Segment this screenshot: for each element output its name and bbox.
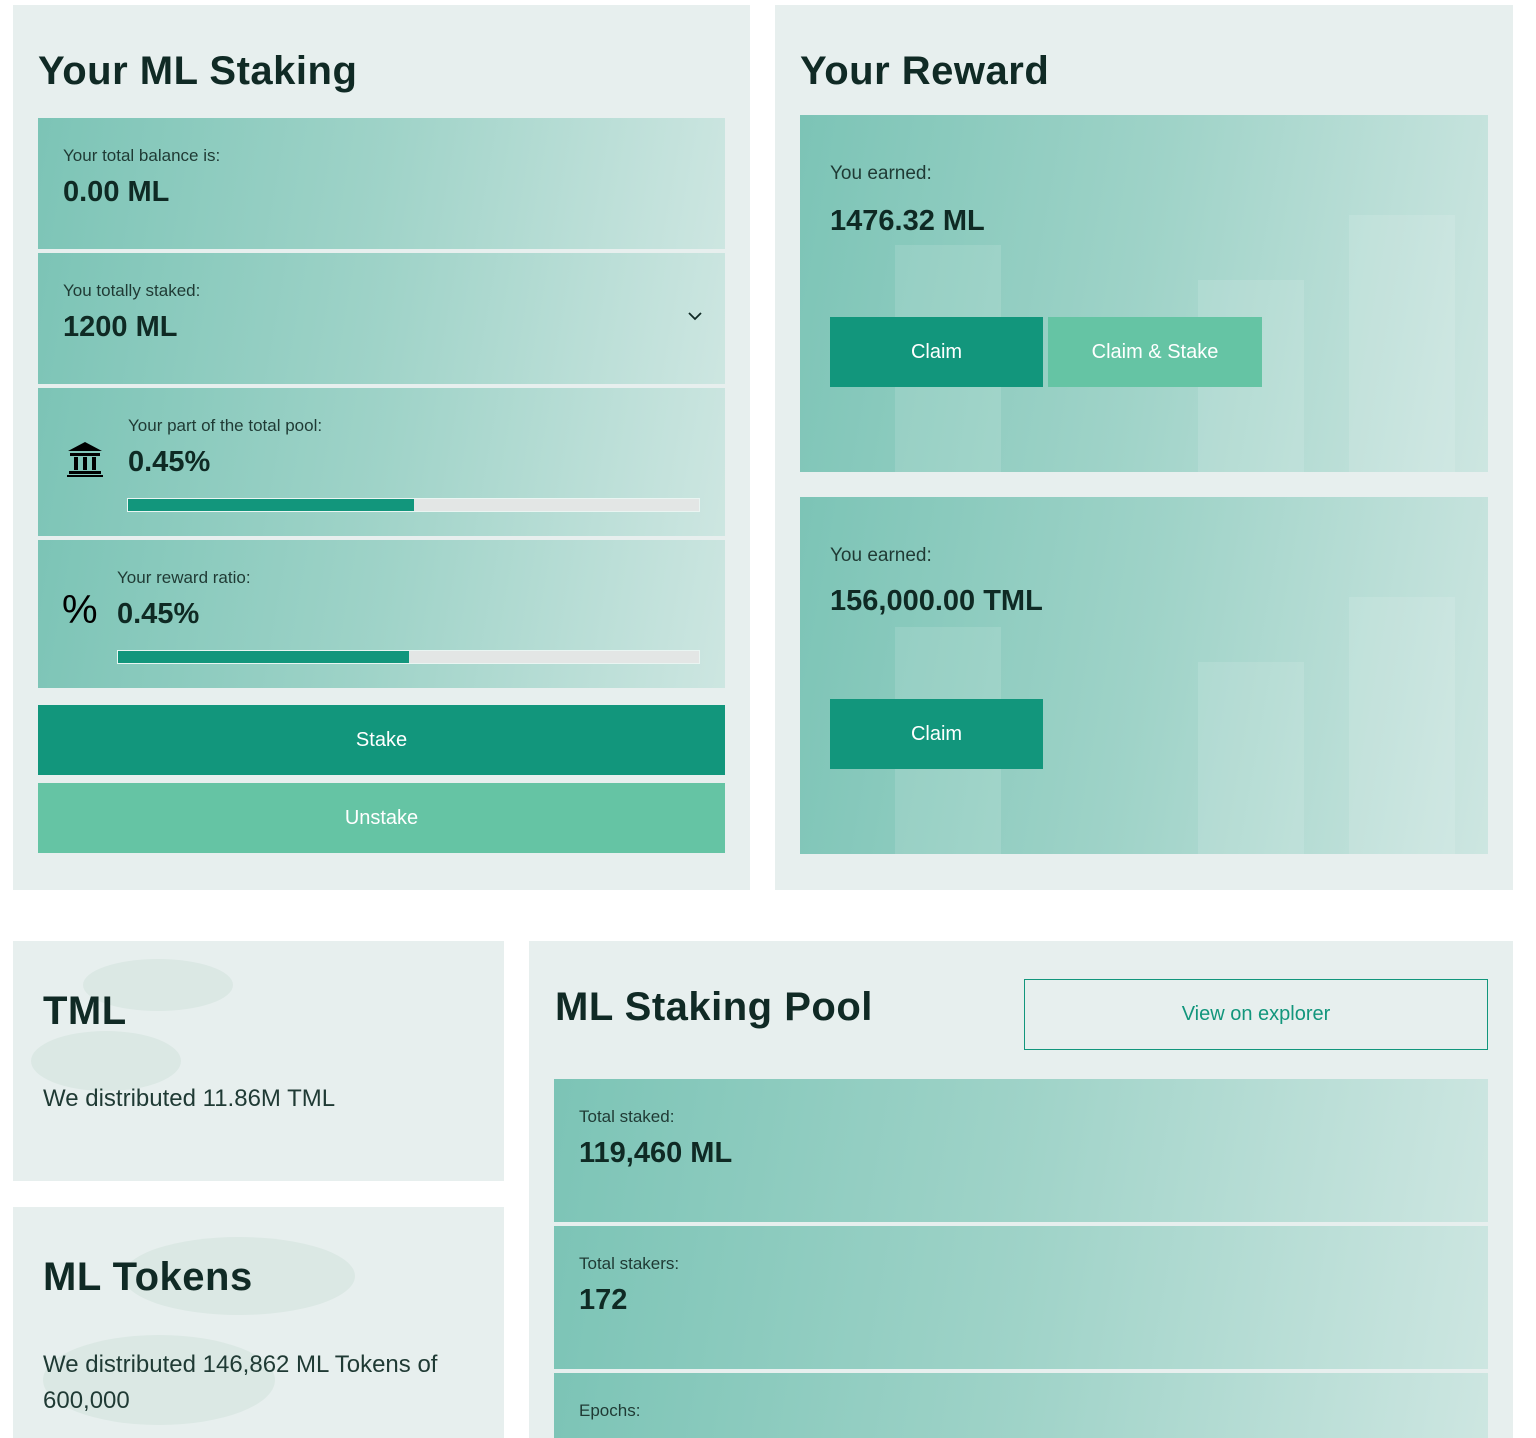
- chevron-down-icon[interactable]: [688, 311, 702, 321]
- balance-label: Your total balance is:: [63, 146, 221, 165]
- tml-title: TML: [43, 989, 127, 1033]
- total-stakers-value: 172: [579, 1284, 628, 1316]
- ml-tokens-distributed-text: We distributed 146,862 ML Tokens of 600,…: [43, 1351, 438, 1414]
- ml-earned-value: 1476.32 ML: [830, 205, 985, 237]
- total-stakers-tile: Total stakers: 172: [554, 1226, 1488, 1369]
- total-staked-tile: Total staked: 119,460 ML: [554, 1079, 1488, 1222]
- claim-tml-button[interactable]: Claim: [830, 699, 1043, 769]
- coins-icon: [83, 959, 233, 1011]
- reward-ratio-tile: % Your reward ratio: 0.45%: [38, 540, 725, 688]
- claim-ml-button[interactable]: Claim: [830, 317, 1043, 387]
- view-on-explorer-button[interactable]: View on explorer: [1024, 979, 1488, 1050]
- coins-icon: [123, 1237, 355, 1315]
- pool-part-tile: Your part of the total pool: 0.45%: [38, 388, 725, 536]
- unstake-button[interactable]: Unstake: [38, 783, 725, 853]
- tml-panel: TML We distributed 11.86M TML: [13, 941, 504, 1181]
- epochs-label: Epochs:: [579, 1401, 641, 1420]
- reward-ratio-value: 0.45%: [117, 598, 200, 630]
- staked-value: 1200 ML: [63, 311, 178, 343]
- total-stakers-label: Total stakers:: [579, 1254, 680, 1273]
- tml-earned-value: 156,000.00 TML: [830, 585, 1043, 617]
- coins-icon: [43, 1335, 275, 1425]
- ml-tokens-panel: ML Tokens We distributed 146,862 ML Toke…: [13, 1207, 504, 1438]
- chart-bar-decoration: [1349, 215, 1455, 472]
- reward-panel: Your Reward You earned: 1476.32 ML Claim…: [775, 5, 1513, 890]
- pool-part-progress: [127, 498, 700, 512]
- reward-ratio-label: Your reward ratio:: [117, 568, 251, 587]
- balance-value: 0.00 ML: [63, 176, 170, 208]
- pool-title: ML Staking Pool: [555, 985, 873, 1029]
- pool-panel: ML Staking Pool View on explorer Total s…: [529, 941, 1513, 1438]
- pool-part-value: 0.45%: [128, 446, 211, 478]
- balance-tile: Your total balance is: 0.00 ML: [38, 118, 725, 249]
- pool-part-label: Your part of the total pool:: [128, 416, 323, 435]
- tml-reward-tile: You earned: 156,000.00 TML Claim: [800, 497, 1488, 854]
- claim-and-stake-button[interactable]: Claim & Stake: [1048, 317, 1262, 387]
- chart-bar-decoration: [1349, 597, 1455, 854]
- reward-ratio-progress-fill: [118, 651, 409, 663]
- reward-ratio-progress: [117, 650, 700, 664]
- pool-part-progress-fill: [128, 499, 414, 511]
- bank-icon: [67, 442, 103, 477]
- staked-label: You totally staked:: [63, 281, 201, 300]
- stake-button[interactable]: Stake: [38, 705, 725, 775]
- reward-title: Your Reward: [800, 49, 1050, 93]
- total-staked-label: Total staked:: [579, 1107, 675, 1126]
- coins-icon: [31, 1031, 181, 1091]
- staking-panel: Your ML Staking Your total balance is: 0…: [13, 5, 750, 890]
- ml-reward-tile: You earned: 1476.32 ML Claim Claim & Sta…: [800, 115, 1488, 472]
- staked-tile[interactable]: You totally staked: 1200 ML: [38, 253, 725, 384]
- ml-earned-label: You earned:: [830, 163, 932, 184]
- chart-bar-decoration: [1198, 662, 1304, 854]
- ml-tokens-title: ML Tokens: [43, 1255, 253, 1299]
- tml-earned-label: You earned:: [830, 545, 932, 566]
- total-staked-value: 119,460 ML: [579, 1137, 733, 1169]
- epochs-tile: Epochs:: [554, 1373, 1488, 1438]
- percent-icon: %: [62, 588, 98, 632]
- staking-title: Your ML Staking: [38, 49, 358, 93]
- tml-distributed-text: We distributed 11.86M TML: [43, 1085, 336, 1112]
